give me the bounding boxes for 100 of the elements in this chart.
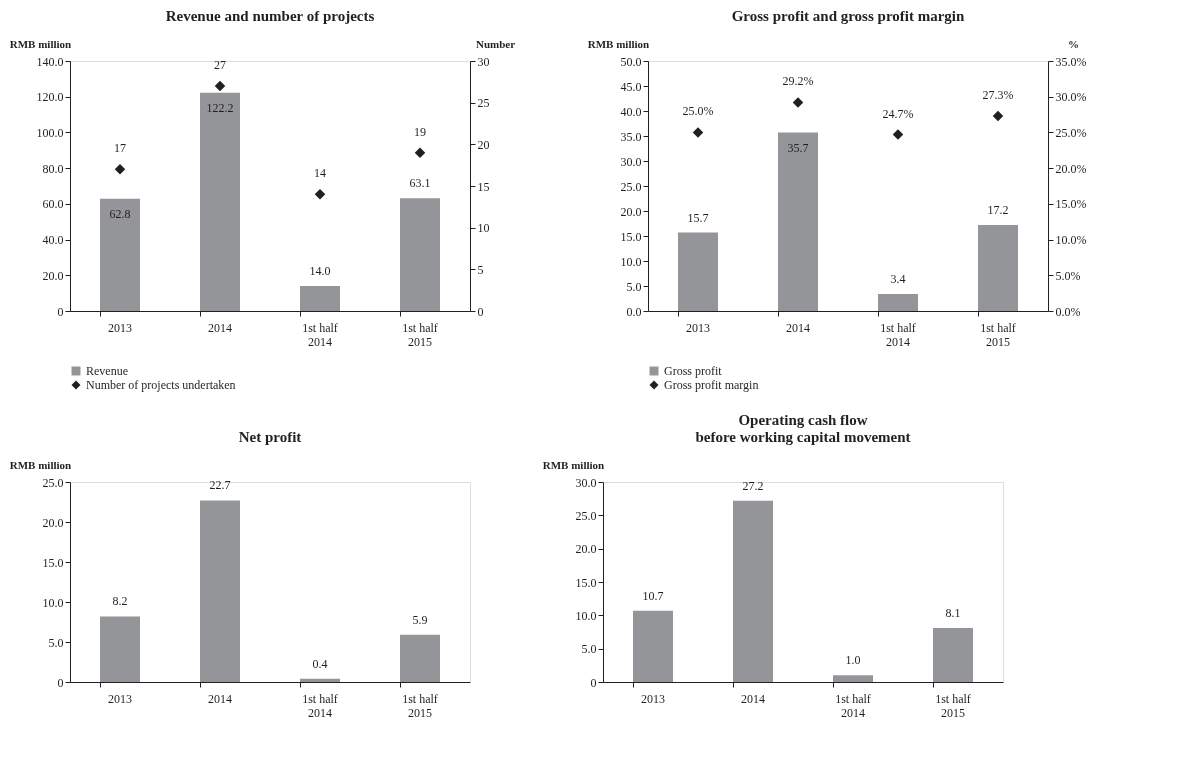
bar [778, 132, 818, 311]
legend-label: Revenue [86, 364, 128, 378]
data-label: 19 [414, 124, 426, 139]
y-tick-label: 20.0 [620, 204, 642, 219]
data-label: 27.2 [742, 478, 764, 493]
point [214, 80, 226, 92]
bar [300, 286, 340, 311]
x-tick-label: 2014 [208, 320, 232, 335]
data-label: 15.7 [687, 210, 709, 225]
point [114, 164, 126, 175]
chart-title: Gross profit and gross profit margin [731, 8, 965, 24]
data-label: 29.2% [782, 74, 814, 89]
data-label: 0.4 [312, 656, 328, 671]
y-tick-label: 10.0 [575, 608, 597, 623]
y-tick-label: 45.0 [620, 79, 642, 94]
x-tick-label: 1st half 2015 [980, 320, 1016, 349]
bar [978, 225, 1018, 311]
y2-tick-label: 15 [477, 179, 490, 194]
y-tick-label: 25.0 [42, 475, 64, 490]
chart-title: Revenue and number of projects [165, 8, 375, 24]
y-tick-label: 10.0 [42, 595, 64, 610]
data-label: 3.4 [890, 272, 906, 286]
x-tick-label: 2013 [641, 691, 665, 706]
bar [300, 678, 340, 682]
y-axis-title: RMB million [542, 458, 605, 471]
y-tick-label: 50.0 [620, 54, 642, 69]
x-tick-label: 2013 [108, 691, 132, 706]
point [992, 110, 1004, 122]
y2-tick-label: 30.0% [1055, 90, 1087, 105]
data-label: 8.2 [112, 594, 128, 609]
x-tick-label: 2014 [741, 691, 765, 706]
y-tick-label: 40.0 [620, 104, 642, 119]
legend-label: Gross profit margin [664, 378, 759, 392]
bar [878, 294, 918, 311]
y-tick-label: 0 [57, 304, 64, 319]
data-label: 10.7 [642, 588, 664, 603]
y-tick-label: 30.0 [620, 154, 642, 169]
y-tick-label: 5.0 [48, 635, 64, 650]
y-tick-label: 0.0 [626, 304, 642, 319]
point [414, 147, 426, 158]
y-axis-title: RMB million [9, 37, 72, 50]
y2-tick-label: 15.0% [1055, 197, 1087, 212]
y-tick-label: 120.0 [36, 90, 64, 105]
y-tick-label: 15.0 [42, 555, 64, 570]
data-label: 8.1 [945, 606, 961, 620]
data-label: 14 [314, 166, 326, 181]
y2-tick-label: 0.0% [1055, 304, 1081, 319]
bar [678, 232, 718, 311]
bar [400, 634, 440, 682]
x-tick-label: 1st half 2014 [835, 691, 871, 720]
legend-label: Gross profit [664, 364, 723, 378]
data-label: 25.0% [682, 104, 714, 119]
data-label: 22.7 [209, 478, 231, 493]
y-tick-label: 30.0 [575, 475, 597, 490]
data-label: 17 [114, 141, 126, 156]
chart-title: Operating cash flow before working capital movement [695, 412, 911, 445]
y-tick-label: 35.0 [620, 129, 642, 144]
y-tick-label: 0 [590, 675, 597, 690]
x-tick-label: 2013 [108, 320, 132, 335]
y2-tick-label: 20 [477, 137, 490, 152]
y2-axis-title: % [1068, 37, 1079, 50]
data-label: 63.1 [409, 176, 431, 191]
y-axis-title: RMB million [587, 37, 650, 50]
x-tick-label: 2013 [686, 320, 710, 335]
point [692, 127, 704, 138]
y-tick-label: 20.0 [42, 268, 64, 283]
point [892, 129, 904, 140]
bar [100, 616, 140, 682]
y-tick-label: 100.0 [36, 125, 64, 140]
x-tick-label: 1st half 2014 [880, 320, 916, 349]
legend-label: Number of projects undertaken [86, 378, 236, 392]
y2-tick-label: 10.0% [1055, 233, 1087, 248]
y-tick-label: 25.0 [620, 179, 642, 194]
data-label: 5.9 [412, 612, 428, 627]
y-tick-label: 25.0 [575, 508, 597, 523]
y2-tick-label: 30 [477, 54, 490, 69]
y2-axis-title: Number [475, 37, 516, 50]
point [314, 189, 326, 200]
x-tick-label: 1st half 2014 [302, 691, 338, 720]
x-tick-label: 2014 [208, 691, 232, 706]
data-label: 62.8 [109, 206, 131, 221]
y-tick-label: 140.0 [36, 54, 64, 69]
y-tick-label: 40.0 [42, 233, 64, 248]
bar [400, 198, 440, 311]
y-axis-title: RMB million [9, 458, 72, 471]
bar [200, 92, 240, 311]
bar [833, 675, 873, 682]
bar [200, 500, 240, 682]
y-tick-label: 5.0 [626, 279, 642, 294]
data-label: 24.7% [882, 106, 914, 121]
point [792, 97, 804, 108]
data-label: 27.3% [982, 88, 1014, 102]
x-tick-label: 1st half 2015 [402, 691, 438, 720]
data-label: 122.2 [206, 100, 234, 115]
y-tick-label: 0 [57, 675, 64, 690]
data-label: 27 [214, 58, 226, 72]
y-tick-label: 15.0 [575, 575, 597, 590]
y2-tick-label: 10 [477, 221, 490, 236]
bar [633, 610, 673, 682]
y-tick-label: 5.0 [581, 642, 597, 657]
